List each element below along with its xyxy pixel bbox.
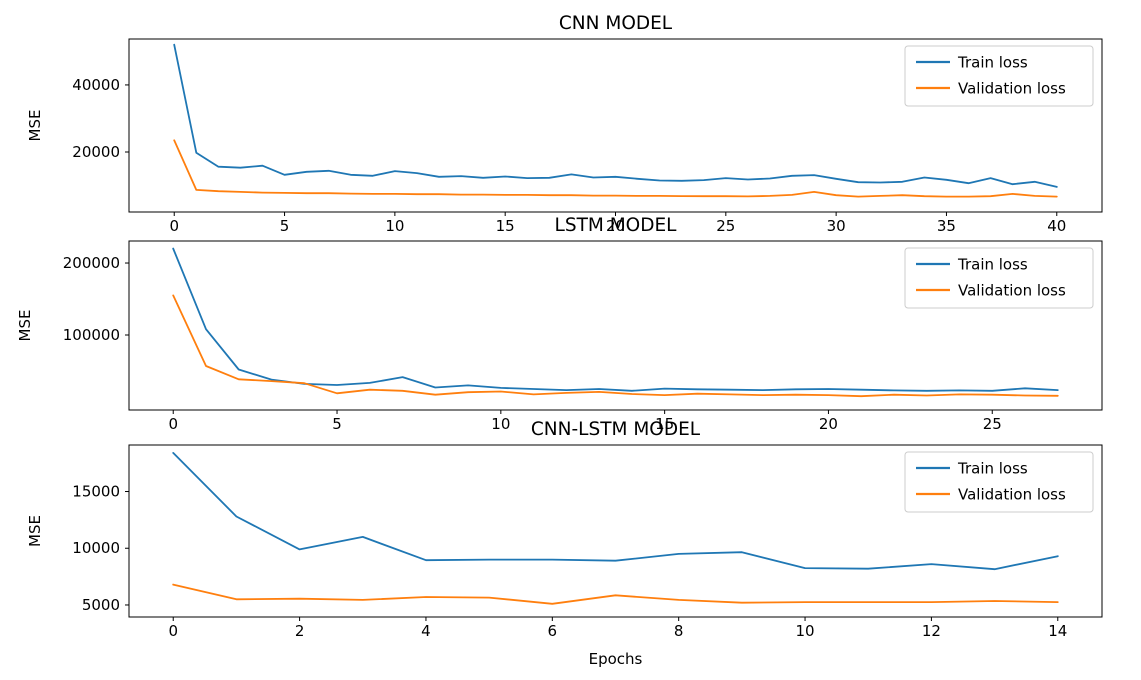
x-tick-label: 8	[674, 622, 684, 640]
x-tick-label: 25	[983, 415, 1002, 433]
legend-frame	[904, 451, 1094, 513]
axes-frame	[128, 240, 1103, 411]
x-tick-label: 10	[795, 622, 814, 640]
x-tick-label: 30	[827, 217, 846, 235]
legend-label: Validation loss	[958, 486, 1066, 504]
lstm-model-chart: 0 5 10 15 20 25 100000 200000 MSE Train loss Valid…	[16, 215, 1103, 433]
cnn-lstm-model-chart: 0 2 4 6 8 10 12 14 5000 10000 15000 MSE Epochs Train …	[26, 419, 1103, 668]
legend-label: Train loss	[957, 256, 1028, 274]
x-tick-label: 5	[332, 415, 342, 433]
legend-label: Train loss	[957, 54, 1028, 72]
x-tick-label: 20	[606, 217, 625, 235]
y-axis-label: MSE	[26, 515, 44, 547]
x-tick-label: 0	[168, 622, 178, 640]
legend-label: Train loss	[957, 460, 1028, 478]
chart-title: CNN-LSTM MODEL	[531, 419, 701, 440]
y-tick-label: 10000	[72, 539, 120, 557]
x-tick-label: 0	[169, 217, 179, 235]
legend: Train loss Validation loss	[904, 45, 1094, 107]
y-tick-label: 15000	[72, 483, 120, 501]
train-loss-line	[173, 43, 1058, 188]
x-tick-label: 15	[655, 415, 674, 433]
legend-frame	[904, 45, 1094, 107]
train-loss-line	[172, 247, 1059, 392]
x-tick-label: 40	[1047, 217, 1066, 235]
chart-title: CNN MODEL	[559, 13, 673, 34]
legend: Train loss Validation loss	[904, 247, 1094, 309]
validation-loss-line	[173, 139, 1058, 198]
legend-frame	[904, 247, 1094, 309]
cnn-model-chart: 0 5 10 15 20 25 30 35 40 20000 40000 MSE Train loss V…	[26, 13, 1103, 235]
x-tick-label: 5	[280, 217, 290, 235]
y-tick-label: 200000	[63, 254, 120, 272]
x-tick-label: 0	[168, 415, 178, 433]
x-tick-label: 6	[548, 622, 558, 640]
legend: Train loss Validation loss	[904, 451, 1094, 513]
x-tick-label: 35	[937, 217, 956, 235]
train-loss-line	[172, 451, 1059, 571]
x-tick-label: 4	[421, 622, 431, 640]
x-tick-label: 2	[295, 622, 305, 640]
x-tick-label: 10	[491, 415, 510, 433]
x-tick-label: 10	[385, 217, 404, 235]
legend-label: Validation loss	[958, 282, 1066, 300]
y-tick-label: 40000	[72, 76, 120, 94]
chart-title: LSTM MODEL	[555, 215, 678, 236]
x-tick-label: 25	[716, 217, 735, 235]
y-axis-label: MSE	[26, 110, 44, 142]
y-axis-label: MSE	[16, 310, 34, 342]
y-tick-label: 5000	[82, 596, 120, 614]
x-tick-label: 14	[1048, 622, 1067, 640]
axes-frame	[128, 444, 1103, 618]
validation-loss-line	[172, 294, 1059, 398]
x-tick-label: 12	[922, 622, 941, 640]
y-tick-label: 20000	[72, 143, 120, 161]
x-tick-label: 20	[819, 415, 838, 433]
validation-loss-line	[172, 583, 1059, 605]
y-tick-label: 100000	[63, 326, 120, 344]
legend-label: Validation loss	[958, 80, 1066, 98]
x-tick-label: 15	[496, 217, 515, 235]
x-axis-label: Epochs	[589, 650, 643, 668]
